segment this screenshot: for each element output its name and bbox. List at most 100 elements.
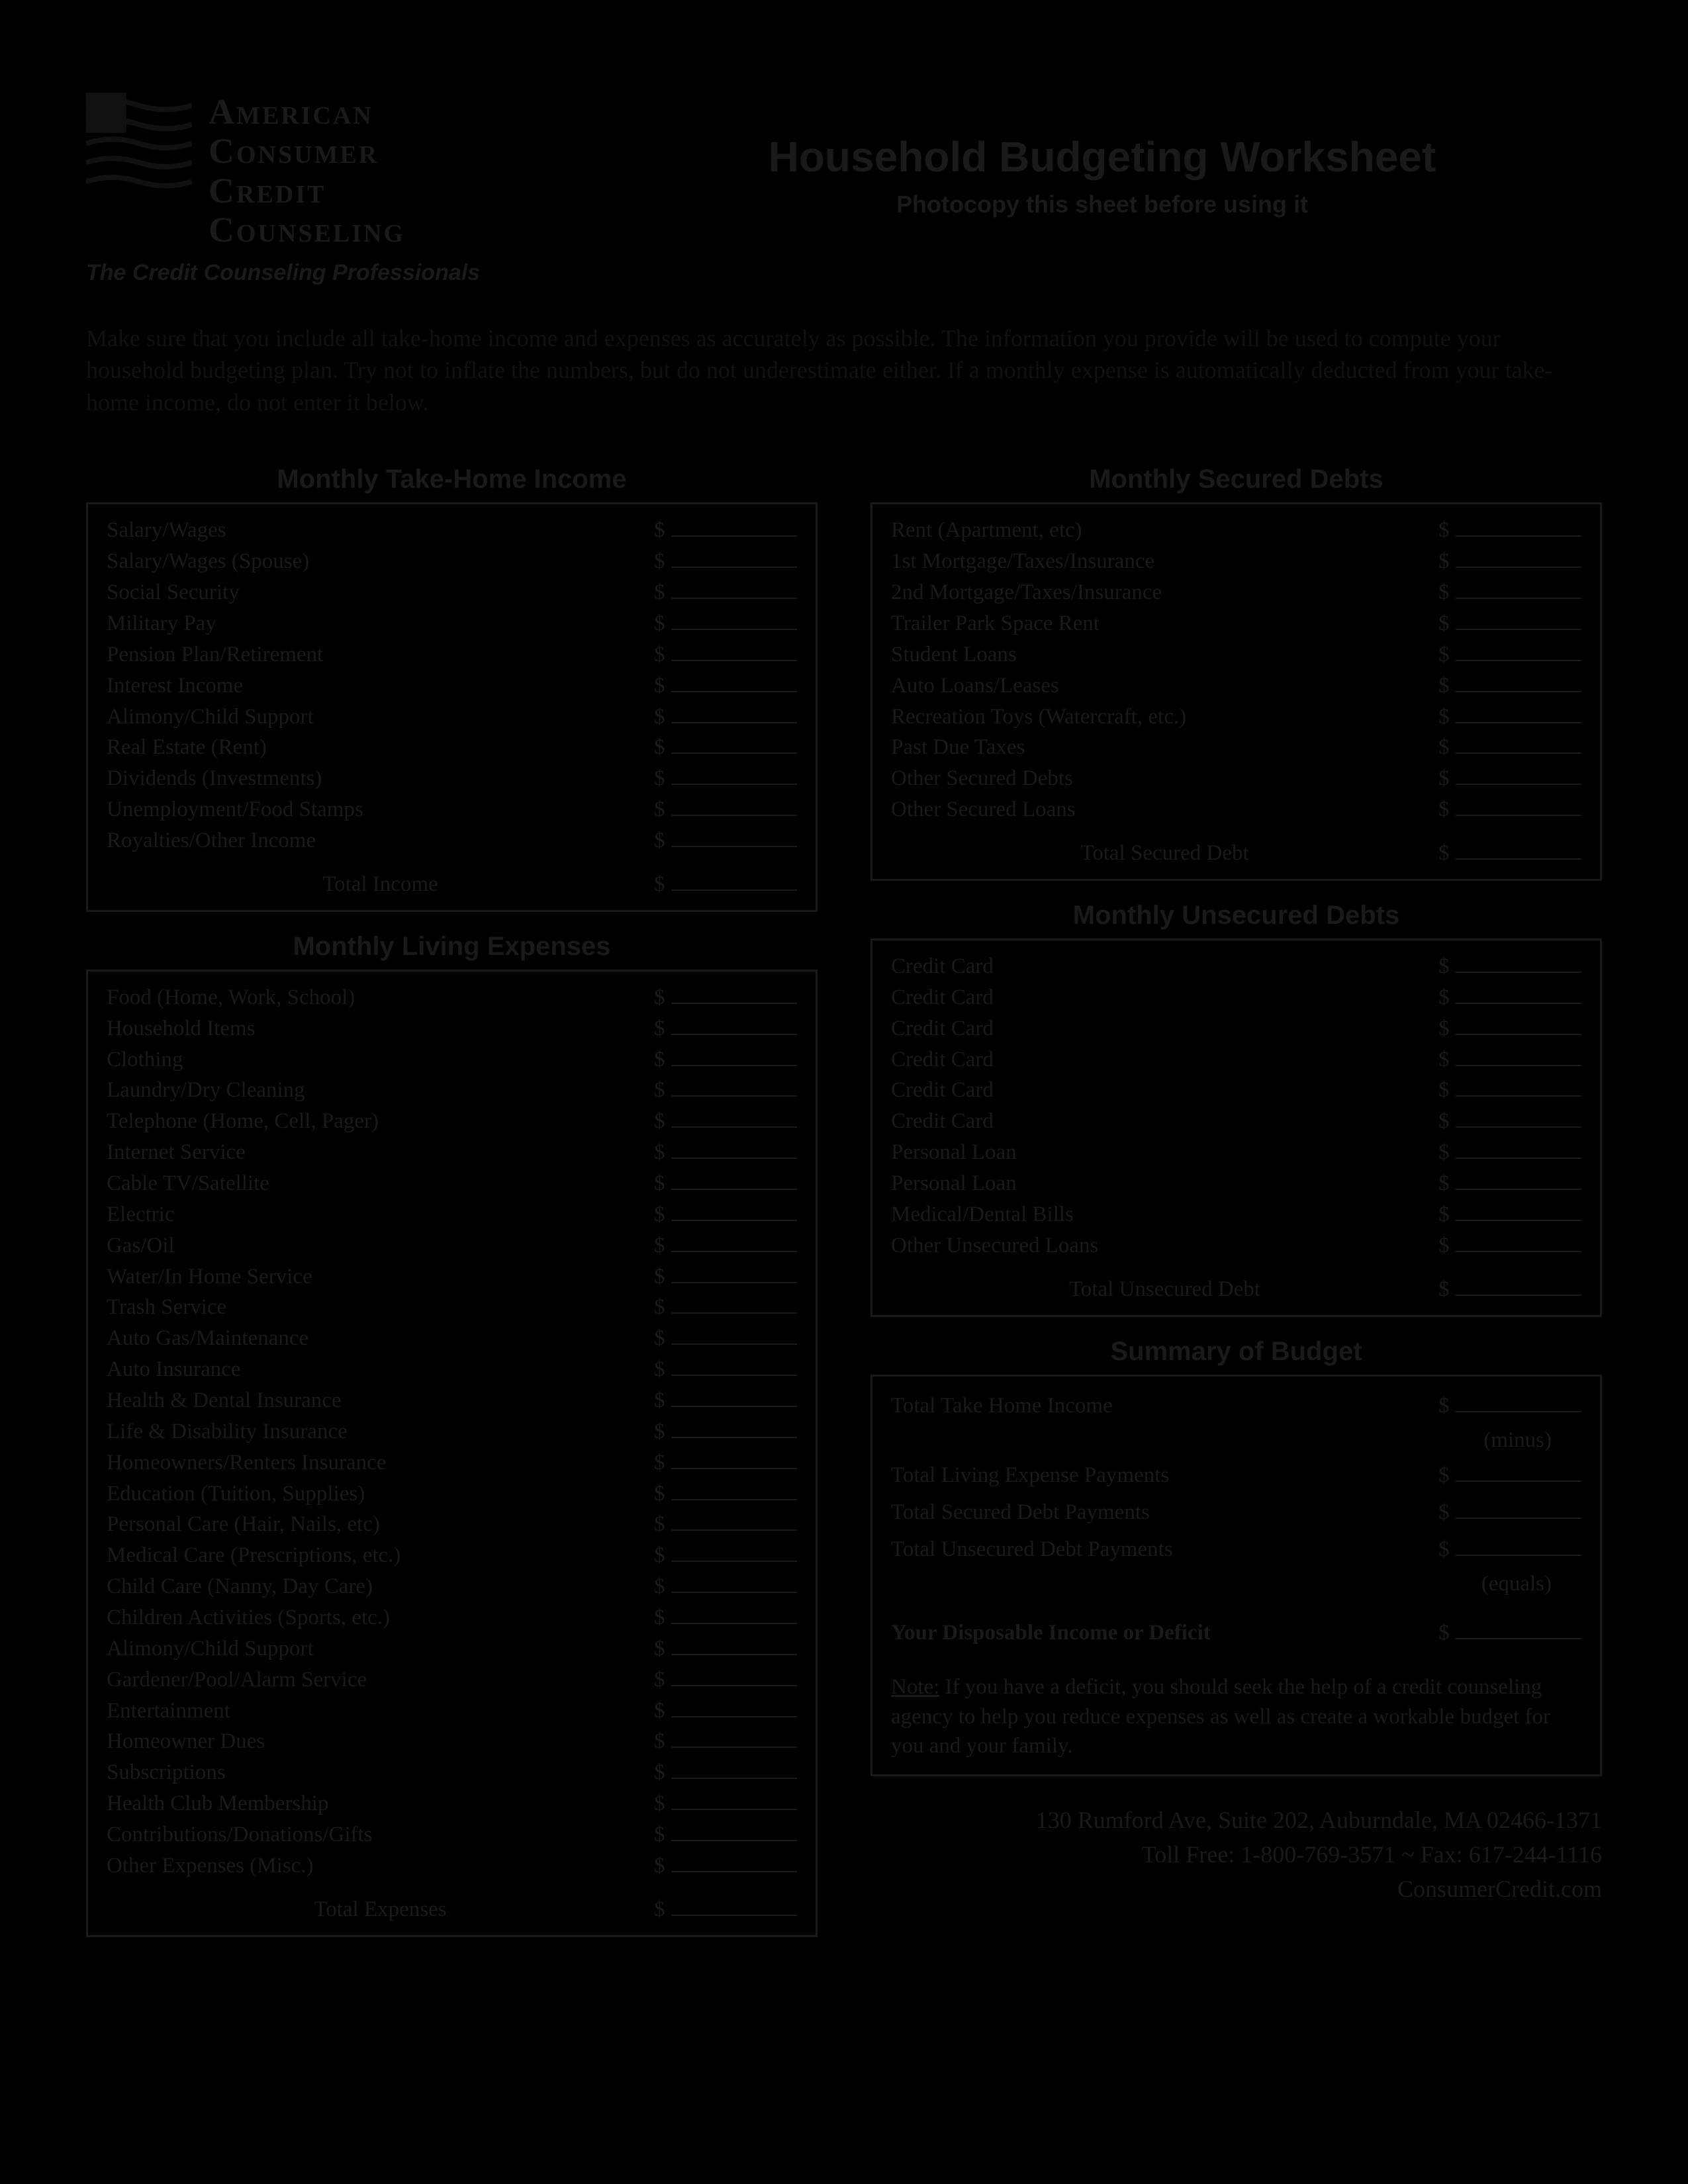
blank-line[interactable] [671,1794,797,1810]
blank-line[interactable] [671,1174,797,1190]
blank-line[interactable] [1456,988,1581,1004]
section-title-secured: Monthly Secured Debts [870,465,1602,494]
blank-line[interactable] [671,769,797,785]
blank-line[interactable] [671,1360,797,1376]
blank-line[interactable] [671,521,797,537]
unsecured-box: Credit Card$Credit Card$Credit Card$Cred… [870,938,1602,1317]
blank-line[interactable] [671,1900,797,1916]
blank-line[interactable] [671,988,797,1004]
blank-line[interactable] [671,1732,797,1748]
blank-line[interactable] [1456,1236,1581,1252]
blank-line[interactable] [1456,738,1581,754]
currency-symbol: $ [1438,1168,1454,1199]
blank-line[interactable] [671,1702,797,1717]
blank-line[interactable] [671,676,797,692]
line-item-row: 1st Mortgage/Taxes/Insurance$ [891,546,1581,577]
line-item-row: Credit Card$ [891,1075,1581,1106]
currency-symbol: $ [654,1540,670,1571]
line-item-row: Alimony/Child Support$ [107,1633,797,1664]
blank-line[interactable] [1456,1112,1581,1128]
blank-line[interactable] [1456,583,1581,599]
blank-line[interactable] [671,738,797,754]
blank-line[interactable] [1456,521,1581,537]
currency-symbol: $ [654,872,670,897]
currency-symbol: $ [654,1013,670,1044]
blank-line[interactable] [1456,1280,1581,1296]
blank-line[interactable] [671,1236,797,1252]
blank-line[interactable] [671,1205,797,1221]
blank-line[interactable] [671,1763,797,1779]
line-item-row: Recreation Toys (Watercraft, etc.)$ [891,702,1581,733]
blank-line[interactable] [1456,1050,1581,1066]
blank-line[interactable] [671,1112,797,1128]
blank-line[interactable] [671,1422,797,1438]
blank-line[interactable] [671,800,797,816]
blank-line[interactable] [1456,769,1581,785]
line-item-label: Alimony/Child Support [107,1633,654,1664]
blank-line[interactable] [671,1050,797,1066]
blank-line[interactable] [671,1143,797,1159]
line-item-row: Contributions/Donations/Gifts$ [107,1819,797,1850]
blank-line[interactable] [671,875,797,891]
blank-line[interactable] [1456,1081,1581,1097]
blank-line[interactable] [671,1391,797,1407]
currency-symbol: $ [654,982,670,1013]
blank-line[interactable] [671,583,797,599]
org-line: Consumer [209,132,405,171]
expenses-box: Food (Home, Work, School)$Household Item… [86,970,818,1937]
blank-line[interactable] [671,614,797,630]
blank-line[interactable] [671,1639,797,1655]
blank-line[interactable] [1456,800,1581,816]
blank-line[interactable] [1456,614,1581,630]
blank-line[interactable] [1456,1396,1581,1412]
line-item-label: Student Loans [891,639,1438,670]
blank-line[interactable] [1456,676,1581,692]
blank-line[interactable] [671,1267,797,1283]
blank-line[interactable] [1456,957,1581,973]
blank-line[interactable] [1456,645,1581,661]
currency-symbol: $ [1438,1044,1454,1075]
blank-line[interactable] [671,1081,797,1097]
currency-symbol: $ [1438,1614,1454,1651]
blank-line[interactable] [1456,707,1581,723]
currency-symbol: $ [1438,763,1454,794]
blank-line[interactable] [1456,1174,1581,1190]
blank-line[interactable] [671,1484,797,1500]
blank-line[interactable] [1456,844,1581,860]
line-item-row: Real Estate (Rent)$ [107,732,797,763]
blank-line[interactable] [671,1515,797,1531]
blank-line[interactable] [1456,1019,1581,1035]
blank-line[interactable] [671,831,797,847]
blank-line[interactable] [671,1670,797,1686]
line-item-row: Clothing$ [107,1044,797,1075]
blank-line[interactable] [1456,1143,1581,1159]
total-row: Total Income$ [107,872,797,897]
note-label: Note: [891,1675,939,1699]
blank-line[interactable] [1456,1205,1581,1221]
blank-line[interactable] [671,1608,797,1624]
currency-symbol: $ [654,608,670,639]
blank-line[interactable] [671,552,797,568]
line-item-label: 2nd Mortgage/Taxes/Insurance [891,577,1438,608]
blank-line[interactable] [671,707,797,723]
blank-line[interactable] [1456,1466,1581,1482]
blank-line[interactable] [671,1298,797,1314]
blank-line[interactable] [671,1856,797,1872]
currency-symbol: $ [1438,1531,1454,1568]
blank-line[interactable] [671,1825,797,1841]
blank-line[interactable] [1456,1623,1581,1639]
line-item-row: Rent (Apartment, etc)$ [891,515,1581,546]
line-item-label: Electric [107,1199,654,1230]
blank-line[interactable] [671,1546,797,1562]
header: American Consumer Credit Counseling The … [86,93,1602,286]
blank-line[interactable] [671,1577,797,1593]
blank-line[interactable] [671,1329,797,1345]
blank-line[interactable] [671,1453,797,1469]
note-text: If you have a deficit, you should seek t… [891,1675,1550,1758]
total-label: Total Expenses [107,1897,654,1922]
blank-line[interactable] [671,1019,797,1035]
blank-line[interactable] [1456,1540,1581,1556]
blank-line[interactable] [1456,1503,1581,1519]
blank-line[interactable] [1456,552,1581,568]
blank-line[interactable] [671,645,797,661]
